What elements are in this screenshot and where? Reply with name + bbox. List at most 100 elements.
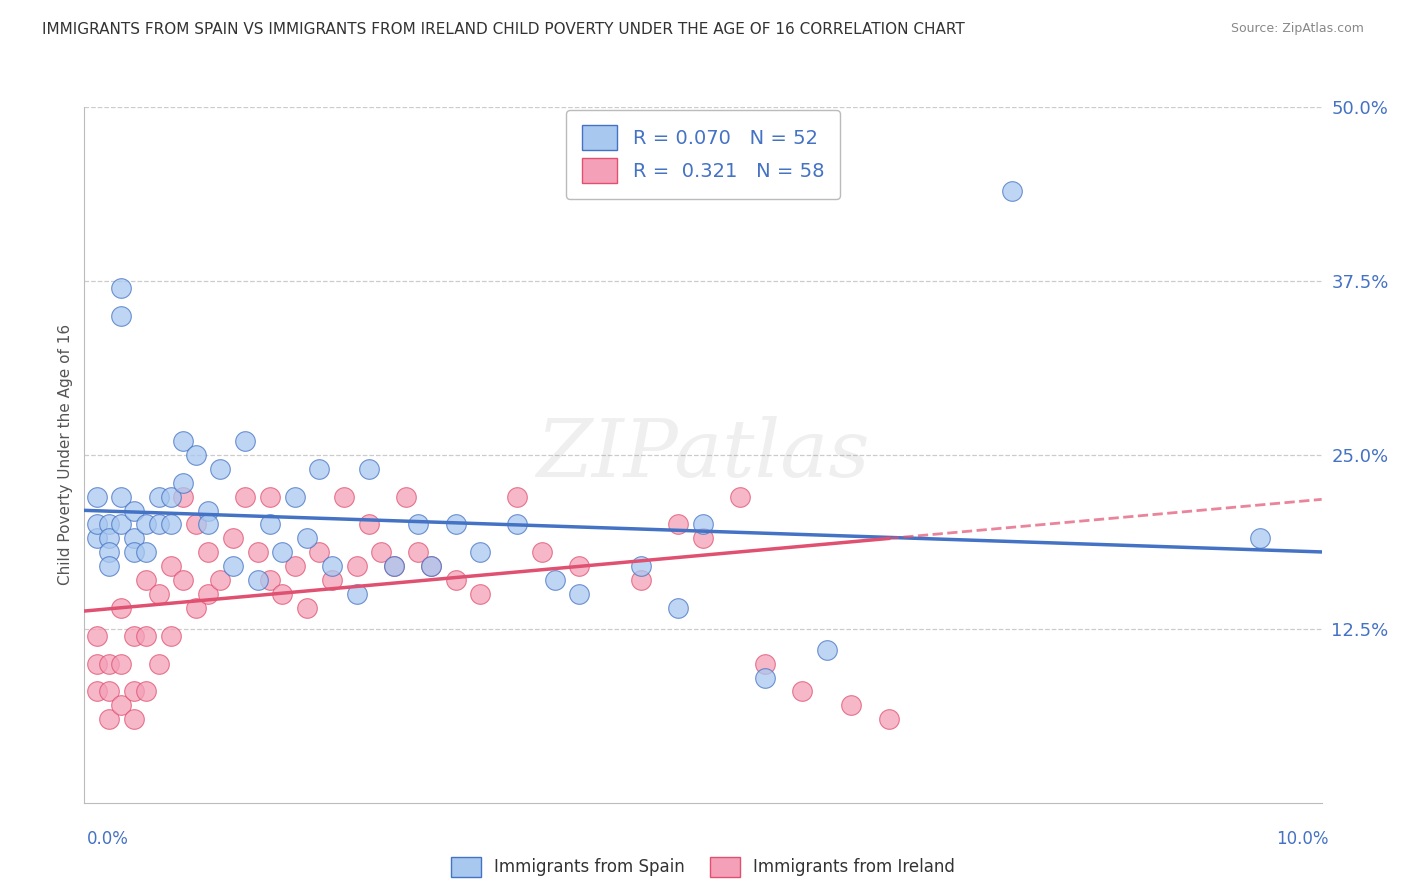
Point — [110, 281, 132, 295]
Point — [382, 559, 405, 574]
Point — [86, 490, 108, 504]
Point — [122, 545, 145, 559]
Point — [790, 684, 813, 698]
Point — [135, 629, 157, 643]
Point — [135, 684, 157, 698]
Point — [172, 475, 194, 490]
Point — [110, 517, 132, 532]
Point — [395, 490, 418, 504]
Point — [284, 490, 307, 504]
Text: 10.0%: 10.0% — [1277, 830, 1329, 847]
Point — [98, 532, 121, 546]
Point — [148, 657, 170, 671]
Point — [506, 517, 529, 532]
Point — [259, 517, 281, 532]
Point — [692, 532, 714, 546]
Point — [197, 517, 219, 532]
Point — [122, 532, 145, 546]
Point — [110, 309, 132, 323]
Point — [692, 517, 714, 532]
Point — [160, 517, 183, 532]
Point — [284, 559, 307, 574]
Point — [98, 559, 121, 574]
Point — [246, 545, 269, 559]
Point — [233, 434, 256, 448]
Point — [630, 573, 652, 587]
Point — [209, 573, 232, 587]
Point — [122, 712, 145, 726]
Text: Source: ZipAtlas.com: Source: ZipAtlas.com — [1230, 22, 1364, 36]
Point — [233, 490, 256, 504]
Point — [333, 490, 356, 504]
Point — [148, 490, 170, 504]
Point — [135, 545, 157, 559]
Legend: Immigrants from Spain, Immigrants from Ireland: Immigrants from Spain, Immigrants from I… — [443, 849, 963, 885]
Point — [877, 712, 900, 726]
Point — [160, 490, 183, 504]
Point — [197, 503, 219, 517]
Point — [122, 629, 145, 643]
Y-axis label: Child Poverty Under the Age of 16: Child Poverty Under the Age of 16 — [58, 325, 73, 585]
Point — [98, 657, 121, 671]
Text: 0.0%: 0.0% — [87, 830, 129, 847]
Point — [172, 490, 194, 504]
Point — [444, 573, 467, 587]
Point — [246, 573, 269, 587]
Point — [630, 559, 652, 574]
Point — [506, 490, 529, 504]
Point — [666, 601, 689, 615]
Point — [408, 517, 430, 532]
Point — [259, 490, 281, 504]
Point — [86, 532, 108, 546]
Point — [841, 698, 863, 713]
Point — [308, 545, 330, 559]
Point — [184, 517, 207, 532]
Point — [419, 559, 441, 574]
Point — [122, 684, 145, 698]
Point — [148, 587, 170, 601]
Point — [98, 684, 121, 698]
Point — [370, 545, 392, 559]
Text: IMMIGRANTS FROM SPAIN VS IMMIGRANTS FROM IRELAND CHILD POVERTY UNDER THE AGE OF : IMMIGRANTS FROM SPAIN VS IMMIGRANTS FROM… — [42, 22, 965, 37]
Point — [470, 587, 492, 601]
Point — [444, 517, 467, 532]
Point — [666, 517, 689, 532]
Point — [172, 573, 194, 587]
Point — [346, 587, 368, 601]
Point — [160, 629, 183, 643]
Point — [543, 573, 565, 587]
Point — [1249, 532, 1271, 546]
Point — [135, 517, 157, 532]
Point — [321, 559, 343, 574]
Point — [197, 545, 219, 559]
Point — [1001, 184, 1024, 198]
Point — [209, 462, 232, 476]
Point — [470, 545, 492, 559]
Point — [259, 573, 281, 587]
Point — [110, 490, 132, 504]
Text: ZIPatlas: ZIPatlas — [536, 417, 870, 493]
Point — [86, 657, 108, 671]
Point — [419, 559, 441, 574]
Point — [408, 545, 430, 559]
Point — [222, 559, 245, 574]
Point — [184, 601, 207, 615]
Point — [86, 629, 108, 643]
Point — [568, 587, 591, 601]
Point — [382, 559, 405, 574]
Point — [728, 490, 751, 504]
Point — [172, 434, 194, 448]
Point — [295, 532, 318, 546]
Point — [110, 601, 132, 615]
Point — [357, 517, 380, 532]
Point — [160, 559, 183, 574]
Point — [271, 545, 294, 559]
Point — [86, 517, 108, 532]
Point — [98, 712, 121, 726]
Point — [197, 587, 219, 601]
Point — [184, 448, 207, 462]
Point — [135, 573, 157, 587]
Point — [271, 587, 294, 601]
Point — [593, 169, 616, 184]
Point — [568, 559, 591, 574]
